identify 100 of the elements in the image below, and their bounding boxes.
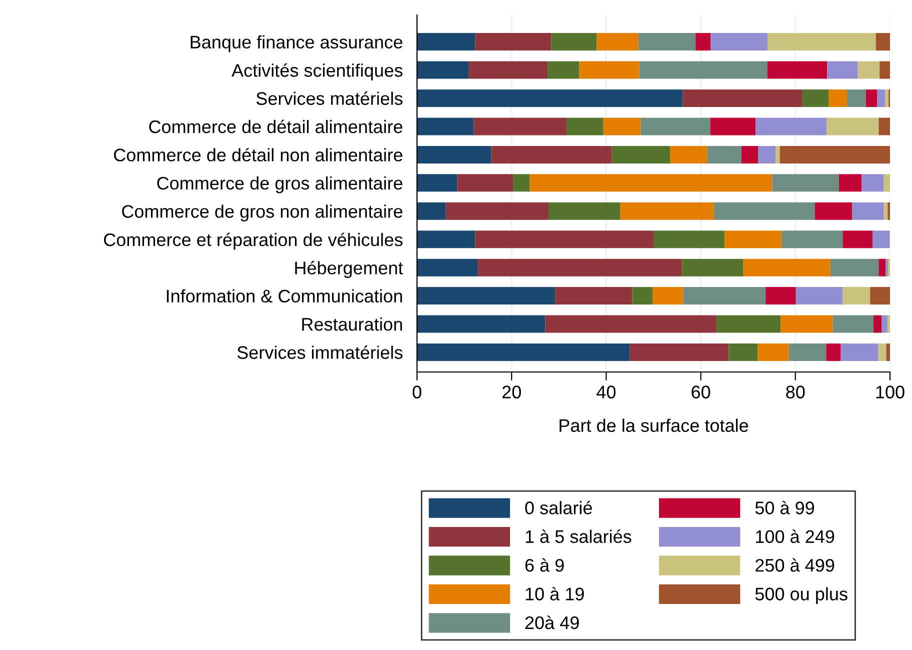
bar bbox=[417, 174, 458, 192]
bar bbox=[475, 33, 552, 51]
bar bbox=[724, 230, 782, 248]
y-tick-label: Services immatériels bbox=[237, 345, 402, 359]
bar bbox=[530, 174, 772, 192]
bar bbox=[846, 90, 866, 107]
bar bbox=[767, 33, 876, 51]
bar bbox=[417, 61, 469, 79]
y-tick-label: Services matériels bbox=[256, 92, 402, 105]
x-tick-label: 40 bbox=[596, 386, 616, 398]
bar bbox=[728, 343, 758, 361]
bar bbox=[683, 287, 766, 305]
bar bbox=[640, 118, 710, 136]
bar bbox=[417, 33, 476, 51]
bar bbox=[772, 174, 839, 192]
legend-label: 0 salarié bbox=[525, 500, 592, 514]
bar bbox=[780, 146, 890, 164]
bar bbox=[548, 61, 580, 79]
y-tick-label: Information & Communication bbox=[166, 289, 402, 303]
bar bbox=[545, 315, 716, 333]
bar bbox=[417, 230, 476, 248]
bar bbox=[884, 202, 888, 220]
bar bbox=[766, 287, 796, 305]
bar bbox=[579, 61, 640, 79]
bar bbox=[884, 174, 890, 192]
bar bbox=[548, 202, 620, 220]
bar bbox=[802, 90, 829, 107]
x-tick-label: 60 bbox=[692, 386, 710, 398]
bar bbox=[417, 146, 492, 164]
bar bbox=[858, 61, 880, 79]
x-tick-label: 100 bbox=[876, 386, 904, 398]
bar bbox=[878, 343, 886, 361]
bar bbox=[842, 287, 870, 305]
bar bbox=[555, 287, 632, 305]
bar bbox=[866, 90, 878, 107]
bar bbox=[417, 287, 556, 305]
bar bbox=[788, 343, 826, 361]
bar bbox=[828, 90, 847, 107]
bar bbox=[880, 61, 890, 79]
bar bbox=[417, 202, 446, 220]
bar bbox=[652, 287, 684, 305]
legend-label: 1 à 5 salariés bbox=[526, 530, 632, 544]
bar bbox=[756, 118, 827, 136]
bar bbox=[478, 258, 682, 276]
bar bbox=[417, 90, 683, 107]
bar bbox=[743, 258, 830, 276]
bar bbox=[886, 343, 890, 361]
bar bbox=[551, 33, 597, 51]
bar bbox=[468, 61, 548, 79]
bar bbox=[417, 343, 630, 361]
bar bbox=[612, 146, 670, 164]
y-tick-label: Commerce de gros non alimentaire bbox=[122, 204, 402, 222]
bar bbox=[596, 33, 638, 51]
bar bbox=[881, 315, 888, 333]
bar bbox=[840, 343, 878, 361]
bar bbox=[758, 343, 789, 361]
legend-label: 500 ou plus bbox=[755, 587, 848, 604]
legend-label: 50 à 99 bbox=[755, 500, 814, 514]
bar bbox=[842, 230, 872, 248]
bar bbox=[670, 146, 708, 164]
bar bbox=[870, 287, 890, 305]
bar bbox=[566, 118, 604, 136]
bar bbox=[885, 90, 889, 107]
x-tick-label: 20 bbox=[502, 386, 521, 398]
bar bbox=[758, 146, 776, 164]
legend-label: 100 à 249 bbox=[756, 530, 834, 544]
bar bbox=[873, 315, 882, 333]
bar bbox=[878, 258, 886, 276]
bar bbox=[513, 174, 530, 192]
bar bbox=[826, 343, 841, 361]
bar bbox=[827, 61, 858, 79]
bar bbox=[710, 118, 756, 136]
bar bbox=[638, 33, 696, 51]
bar bbox=[716, 315, 781, 333]
bar bbox=[838, 174, 862, 192]
legend-label: 6 à 9 bbox=[525, 558, 564, 572]
bar bbox=[886, 258, 888, 276]
bar bbox=[782, 230, 843, 248]
bar bbox=[878, 118, 890, 136]
bar bbox=[682, 258, 744, 276]
x-tick-label: 80 bbox=[786, 386, 805, 398]
bar bbox=[830, 258, 879, 276]
bar bbox=[603, 118, 641, 136]
y-tick-label: Commerce de détail alimentaire bbox=[149, 120, 402, 134]
bar bbox=[696, 33, 711, 51]
bar bbox=[417, 118, 474, 136]
bar bbox=[877, 90, 886, 107]
bar bbox=[632, 287, 653, 305]
bar bbox=[707, 146, 742, 164]
y-tick-label: Commerce de détail non alimentaire bbox=[114, 148, 402, 162]
y-tick-label: Commerce et réparation de véhicules bbox=[104, 232, 402, 250]
bar bbox=[446, 202, 548, 220]
y-tick-label: Banque finance assurance bbox=[190, 35, 402, 52]
bar bbox=[457, 174, 514, 192]
bar bbox=[491, 146, 612, 164]
legend-label: 20à 49 bbox=[525, 616, 579, 630]
bar bbox=[620, 202, 714, 220]
bar bbox=[417, 258, 478, 276]
bar bbox=[814, 202, 852, 220]
bar bbox=[475, 230, 654, 248]
